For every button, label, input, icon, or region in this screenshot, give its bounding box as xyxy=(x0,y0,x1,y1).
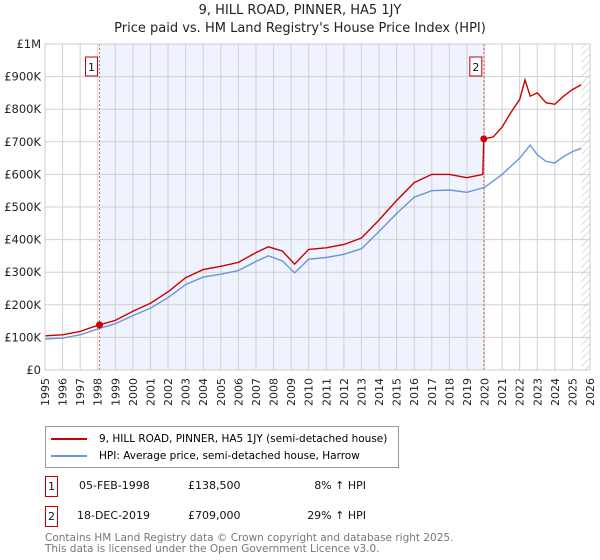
y-tick-label: £200K xyxy=(4,298,41,312)
x-tick-label: 2003 xyxy=(180,378,193,406)
x-tick-label: 2001 xyxy=(144,378,157,406)
table-row: 1 05-FEB-1998 £138,500 8% ↑ HPI xyxy=(45,476,405,497)
y-tick-label: £1M xyxy=(16,37,41,51)
x-tick-label: 2007 xyxy=(250,378,263,406)
y-tick-label: £800K xyxy=(4,102,41,116)
x-tick-label: 2025 xyxy=(566,378,579,406)
y-tick-label: £500K xyxy=(4,200,41,214)
x-tick-label: 2019 xyxy=(461,378,474,406)
x-tick-label: 1999 xyxy=(109,378,122,406)
price-chart: 1995 1996 1997 1998 1999 2000 2001 2002 2003 2004… xyxy=(4,37,597,406)
x-tick-label: 2017 xyxy=(426,378,439,406)
legend-item-property: 9, HILL ROAD, PINNER, HA5 1JY (semi-deta… xyxy=(51,431,387,447)
legend-label: 9, HILL ROAD, PINNER, HA5 1JY (semi-deta… xyxy=(99,433,388,445)
annotation-label: 1 xyxy=(88,61,95,74)
x-tick-label: 2012 xyxy=(338,378,351,406)
sale-point xyxy=(96,321,103,329)
table-row: 2 18-DEC-2019 £709,000 29% ↑ HPI xyxy=(45,506,405,527)
sale-badge: 2 xyxy=(45,506,58,527)
y-tick-label: £700K xyxy=(4,135,41,149)
sale-date: 18-DEC-2019 xyxy=(77,509,151,522)
x-tick-label: 2021 xyxy=(496,378,509,406)
footer-line: Contains HM Land Registry data © Crown c… xyxy=(45,532,454,544)
x-tick-label: 2022 xyxy=(514,378,527,406)
x-tick-label: 2015 xyxy=(391,378,404,406)
sale-point xyxy=(480,135,488,143)
x-tick-label: 2005 xyxy=(215,378,228,406)
x-tick-label: 2016 xyxy=(408,378,421,406)
annotation-box xyxy=(85,56,98,77)
sale-hpi: 8% ↑ HPI xyxy=(314,479,366,492)
legend: 9, HILL ROAD, PINNER, HA5 1JY (semi-deta… xyxy=(45,426,399,468)
x-tick-label: 1995 xyxy=(39,378,52,406)
x-tick-label: 2014 xyxy=(373,378,386,406)
footer-line: This data is licensed under the Open Gov… xyxy=(45,543,380,555)
x-tick-label: 2026 xyxy=(584,378,597,406)
x-tick-label: 2006 xyxy=(232,378,245,406)
series-line xyxy=(44,143,582,340)
y-tick-label: £0 xyxy=(26,363,41,377)
x-tick-label: 2004 xyxy=(197,378,210,406)
y-tick-label: £900K xyxy=(4,70,41,84)
x-tick-label: 1996 xyxy=(57,378,70,406)
legend-swatch xyxy=(51,438,87,440)
y-tick-label: £100K xyxy=(4,330,41,344)
legend-label: HPI: Average price, semi-detached house,… xyxy=(99,450,360,462)
legend-swatch xyxy=(51,455,87,457)
annotation-label: 2 xyxy=(472,61,479,74)
x-tick-label: 2011 xyxy=(320,378,333,406)
footer: Contains HM Land Registry data © Crown c… xyxy=(45,533,453,555)
y-tick-label: £300K xyxy=(4,265,41,279)
chart-title: 9, HILL ROAD, PINNER, HA5 1JY xyxy=(198,3,402,18)
x-tick-label: 2018 xyxy=(443,378,456,406)
x-tick-label: 2024 xyxy=(549,378,562,406)
x-tick-label: 1998 xyxy=(92,378,105,406)
x-tick-label: 1997 xyxy=(74,378,87,406)
y-tick-label: £600K xyxy=(4,167,41,181)
sale-price: £138,500 xyxy=(188,479,241,492)
x-tick-label: 2000 xyxy=(127,378,140,406)
x-tick-label: 2013 xyxy=(355,378,368,406)
sale-price: £709,000 xyxy=(188,509,241,522)
x-tick-label: 2023 xyxy=(531,378,544,406)
x-tick-label: 2002 xyxy=(162,378,175,406)
x-tick-label: 2009 xyxy=(285,378,298,406)
chart-subtitle: Price paid vs. HM Land Registry's House … xyxy=(114,21,486,36)
x-tick-label: 2020 xyxy=(479,378,492,406)
sale-date: 05-FEB-1998 xyxy=(79,479,150,492)
legend-item-hpi: HPI: Average price, semi-detached house,… xyxy=(51,448,360,464)
sale-badge: 1 xyxy=(45,476,58,497)
sale-hpi: 29% ↑ HPI xyxy=(307,509,366,522)
x-tick-label: 2008 xyxy=(268,378,281,406)
plot-border xyxy=(44,43,591,371)
x-tick-label: 2010 xyxy=(303,378,316,406)
annotation-box xyxy=(469,56,483,77)
series-line xyxy=(44,77,582,337)
y-tick-label: £400K xyxy=(4,233,41,247)
